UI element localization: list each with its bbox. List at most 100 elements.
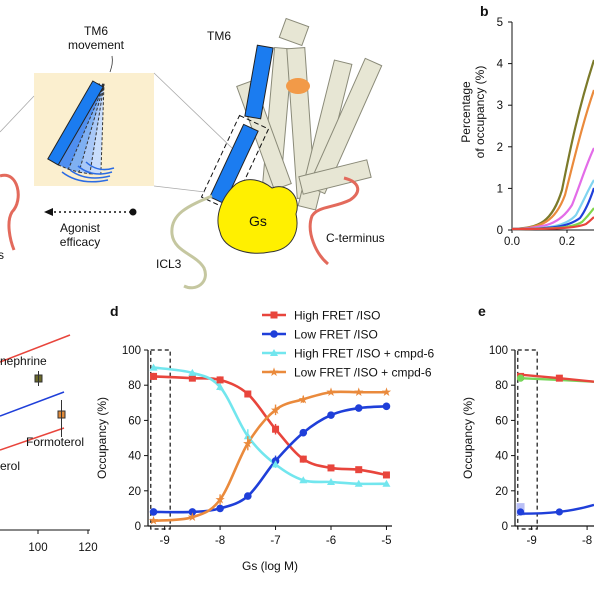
panel-b-curve-red [511,216,594,231]
tm6-dashed-box [200,114,270,212]
agonist-efficacy-dot [129,208,137,216]
panel-d-point-2-3 [243,432,252,440]
panel-b-ytick-4: 4 [497,59,504,71]
panel-b-ytick-1: 1 [497,183,503,195]
receptor-structure: TM6 Gs ICL3 C-terminus [156,17,385,290]
panel-d-curves [153,366,387,523]
panel-c-fragment: nephrine Formoterol erol 100 120 [0,334,98,554]
panel-b-letter: b [480,3,489,19]
panel-b-ytick-0: 0 [497,225,503,237]
panel-d-point-0-2 [216,376,224,384]
zoom-line-left [0,95,35,133]
panel-d-point-3-7: ★ [353,385,364,399]
movement-arrows [61,161,115,183]
panel-e-ytick-2: 40 [495,451,508,463]
panel-b-xtick-1: 0.2 [559,236,575,248]
agonist-ligand [286,78,310,94]
panel-d-xtick-4: -5 [381,535,391,547]
gs-protein-shape [217,179,298,254]
panel-d-point-1-3 [244,492,252,500]
panel-d-point-0-6 [327,464,335,472]
panel-b-ytick-5: 5 [497,17,503,29]
c-formoterol-label: Formoterol [26,435,84,449]
panel-e-ytick-0: 0 [502,521,508,533]
beige-helices [236,17,383,211]
c-xtick-1: 120 [78,542,97,554]
panel-e-point-1 [555,374,563,382]
panel-e-point-3 [516,508,525,516]
panel-e-axes: 0 20 40 60 80 100 -9 -8 Occupancy (%) [461,345,594,547]
panel-d-xtick-2: -7 [270,535,280,547]
panel-d-point-3-6: ★ [326,385,337,399]
panel-d-point-2-0 [149,363,158,371]
panel-d-point-1-6 [327,411,335,419]
panel-d-point-2-1 [188,368,197,376]
panel-d-legend-label-1: Low FRET /ISO [294,328,378,342]
panel-d-point-0-4 [272,425,280,433]
panel-d-ytick-2: 40 [128,451,141,463]
panel-d-legend-marker-0 [270,311,278,319]
panel-d-point-1-5 [299,428,308,437]
panel-d-point-1-0 [149,508,158,516]
panel-b-xtick-0: 0.0 [504,236,520,248]
panel-d-point-0-1 [188,374,196,382]
panel-e-ytick-4: 80 [495,380,508,392]
panel-d-ytick-0: 0 [135,521,141,533]
panel-d-point-0-7 [355,466,363,474]
panel-d-ytick-3: 60 [128,415,141,427]
agonist-efficacy-label-line2: efficacy [60,235,100,249]
tm6-movement-label-line1: TM6 [84,24,108,38]
panel-d-point-0-8 [382,471,390,479]
tm6-upper-helix [244,44,274,120]
panel-b-ytick-2: 2 [497,142,503,154]
panel-e-xtick-0: -9 [527,535,537,547]
icl3-label: ICL3 [156,257,182,271]
panel-e-ytick-3: 60 [495,415,508,427]
panel-d-letter: d [110,303,119,319]
zoom-line-bottom [153,185,206,193]
panel-d-legend-marker-1 [270,330,278,338]
panel-b-ytick-3: 3 [497,100,503,112]
icl3-loop [170,194,213,290]
panel-d-point-3-8: ★ [381,385,392,399]
panel-d-point-1-8 [382,402,391,411]
panel-d-ytick-5: 100 [122,345,141,357]
panel-d-point-3-3: ★ [242,436,253,450]
panel-b: b Percentage of occupancy (%) 0 1 2 3 4 5 0.0… [459,3,594,248]
helix-active [47,80,104,166]
panel-d-ytick-1: 20 [128,486,141,498]
panel-d-point-3-2: ★ [215,493,226,507]
panel-d-ylabel: Occupancy (%) [95,397,109,479]
panel-d-legend-marker-2 [270,349,278,356]
left-c-term-fragment [0,173,20,251]
panel-d-point-2-7 [354,479,363,487]
panel-e-point-4 [555,508,563,516]
panel-d-xtick-1: -8 [215,535,225,547]
panel-d-xtick-3: -6 [326,535,336,547]
panel-b-curve-magenta [511,147,594,231]
c-red-line-lower [0,427,65,451]
panel-d-legend-label-2: High FRET /ISO + cmpd-6 [294,347,434,361]
panel-d-point-1-2 [216,504,224,513]
panel-e-ytick-5: 100 [489,345,508,357]
panel-e-highlight-box [517,349,538,530]
panel-e-letter: e [478,303,486,319]
panel-e-ylabel: Occupancy (%) [461,397,475,479]
c-terminus-label: C-terminus [326,231,385,245]
panel-d-xlabel: Gs (log M) [242,559,298,573]
fragment-s-label: s [0,248,4,262]
c-erol-label: erol [0,459,20,473]
panel-d-legend-label-3: Low FRET /ISO + cmpd-6 [294,366,432,380]
panel-b-yticks: 0 1 2 3 4 5 [497,17,512,237]
panel-d-point-2-5 [299,476,308,484]
panel-b-ylabel-line2: of occupancy (%) [473,66,487,159]
panel-d-point-3-5: ★ [298,392,309,406]
c-xtick-0: 100 [28,542,47,554]
gs-label: Gs [249,213,267,229]
panel-d-legend-label-0: High FRET /ISO [294,309,380,323]
fanned-helices [47,80,105,175]
panel-d-point-2-4 [271,460,280,468]
panel-d-point-1-1 [188,508,197,516]
panel-e-point-2 [516,374,525,382]
